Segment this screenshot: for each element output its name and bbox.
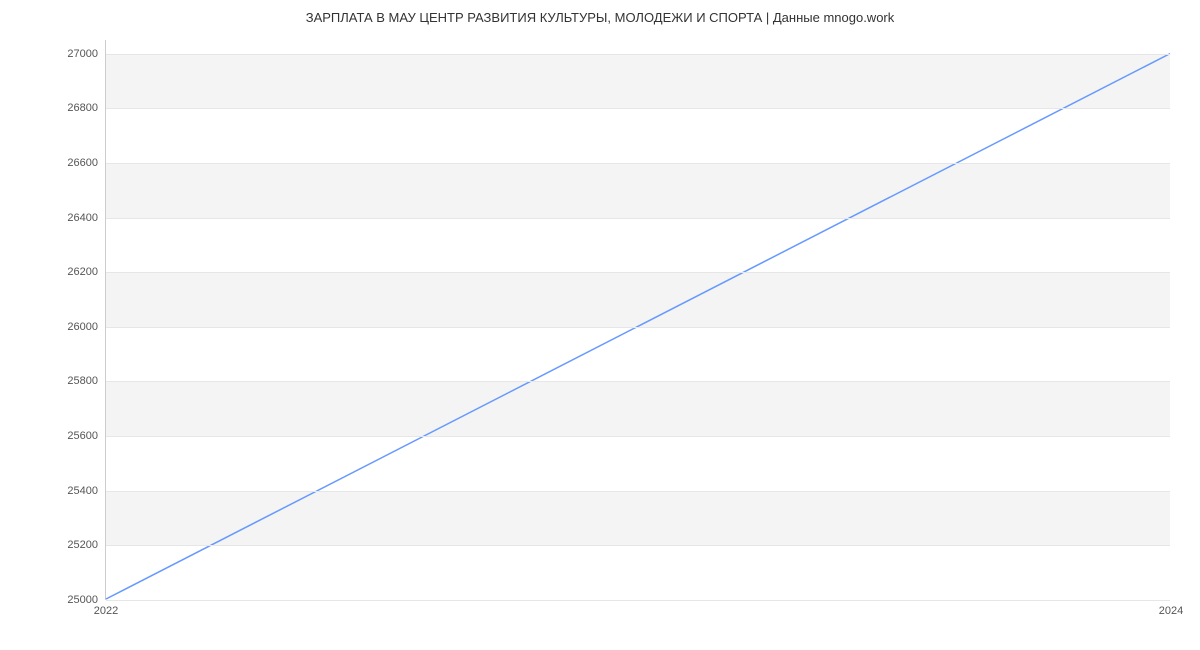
y-gridline bbox=[106, 54, 1170, 55]
y-gridline bbox=[106, 327, 1170, 328]
y-gridline bbox=[106, 108, 1170, 109]
y-gridline bbox=[106, 163, 1170, 164]
y-gridline bbox=[106, 381, 1170, 382]
y-tick-label: 26600 bbox=[67, 157, 106, 169]
y-tick-label: 25200 bbox=[67, 539, 106, 551]
y-tick-label: 26200 bbox=[67, 266, 106, 278]
plot-area: 2500025200254002560025800260002620026400… bbox=[105, 40, 1170, 600]
y-tick-label: 26400 bbox=[67, 212, 106, 224]
y-gridline bbox=[106, 491, 1170, 492]
y-tick-label: 27000 bbox=[67, 48, 106, 60]
salary-line-chart: ЗАРПЛАТА В МАУ ЦЕНТР РАЗВИТИЯ КУЛЬТУРЫ, … bbox=[0, 0, 1200, 650]
y-gridline bbox=[106, 600, 1170, 601]
line-layer bbox=[106, 40, 1170, 599]
y-tick-label: 26800 bbox=[67, 102, 106, 114]
y-tick-label: 25800 bbox=[67, 375, 106, 387]
y-gridline bbox=[106, 272, 1170, 273]
y-gridline bbox=[106, 545, 1170, 546]
y-gridline bbox=[106, 436, 1170, 437]
y-tick-label: 25600 bbox=[67, 430, 106, 442]
y-tick-label: 26000 bbox=[67, 321, 106, 333]
y-gridline bbox=[106, 218, 1170, 219]
x-tick-label: 2022 bbox=[94, 599, 118, 617]
x-tick-label: 2024 bbox=[1159, 599, 1183, 617]
y-tick-label: 25400 bbox=[67, 485, 106, 497]
chart-title: ЗАРПЛАТА В МАУ ЦЕНТР РАЗВИТИЯ КУЛЬТУРЫ, … bbox=[0, 10, 1200, 25]
